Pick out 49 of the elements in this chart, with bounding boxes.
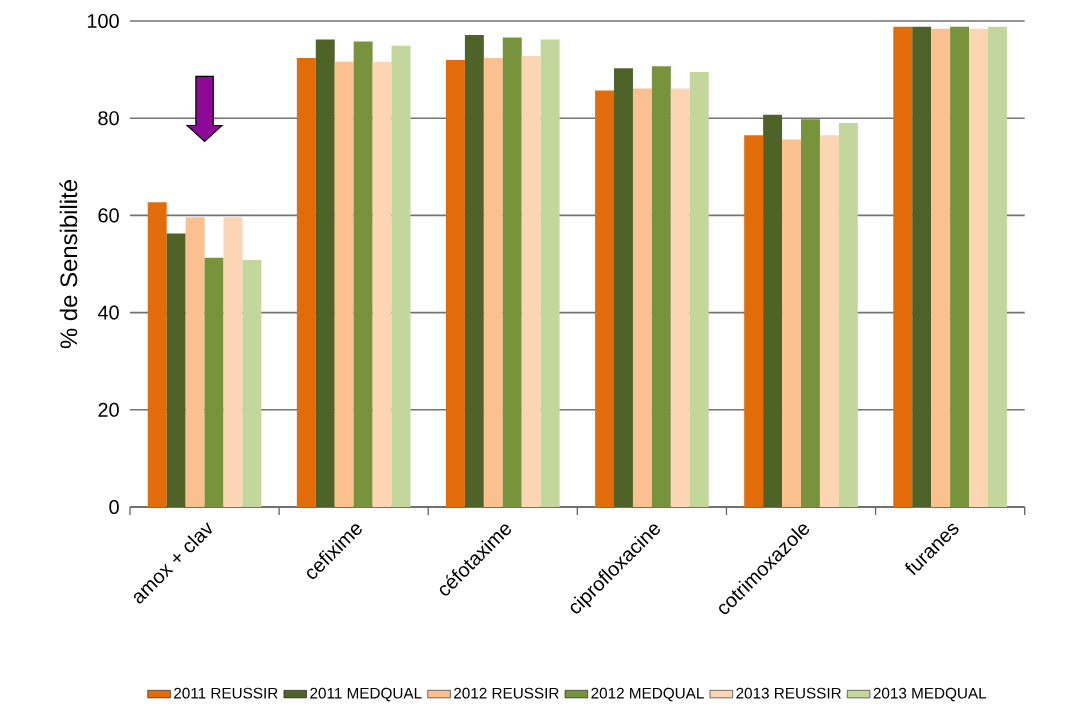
bar [651, 66, 671, 507]
bar [931, 28, 951, 507]
bar [689, 72, 709, 507]
bar [502, 37, 522, 507]
y-axis-title: % de Sensibilité [59, 180, 78, 349]
bar [540, 39, 560, 507]
bar [223, 217, 243, 507]
y-tick-label: 0 [109, 499, 119, 515]
bar [912, 26, 932, 507]
bar [185, 217, 205, 507]
legend-label: 2011 REUSSIR [174, 687, 278, 699]
bar [204, 257, 224, 507]
bar [838, 123, 858, 507]
y-tick-label: 20 [98, 402, 119, 417]
bar [632, 88, 652, 507]
bar [166, 233, 186, 507]
bar [242, 260, 262, 507]
y-tick-label: 80 [98, 111, 119, 126]
bar [147, 202, 167, 507]
y-tick-label: 60 [98, 208, 119, 223]
bar [782, 139, 801, 507]
bar [445, 59, 465, 507]
bar [464, 35, 484, 507]
bar [819, 135, 839, 507]
bar [950, 26, 970, 507]
bar [353, 41, 373, 507]
bar [763, 114, 783, 507]
bar [801, 119, 820, 507]
bar [296, 57, 316, 507]
bar [391, 45, 411, 507]
bar [987, 26, 1007, 507]
bar [614, 68, 633, 507]
legend-label: 2013 REUSSIR [736, 687, 841, 699]
y-tick-label: 100 [87, 13, 119, 29]
bar [372, 61, 392, 507]
bar [334, 61, 354, 507]
bar [483, 57, 503, 507]
legend-label: 2013 MEDQUAL [873, 687, 987, 702]
legend-label: 2011 MEDQUAL [310, 687, 422, 702]
bar [595, 90, 615, 507]
bar [969, 28, 988, 507]
bar [670, 88, 690, 507]
legend-label: 2012 MEDQUAL [591, 687, 704, 702]
bar [744, 135, 764, 507]
y-tick-label: 40 [97, 305, 119, 320]
legend-label: 2012 REUSSIR [454, 687, 559, 699]
bar [315, 39, 335, 507]
bar [521, 55, 541, 507]
bar [893, 26, 913, 507]
